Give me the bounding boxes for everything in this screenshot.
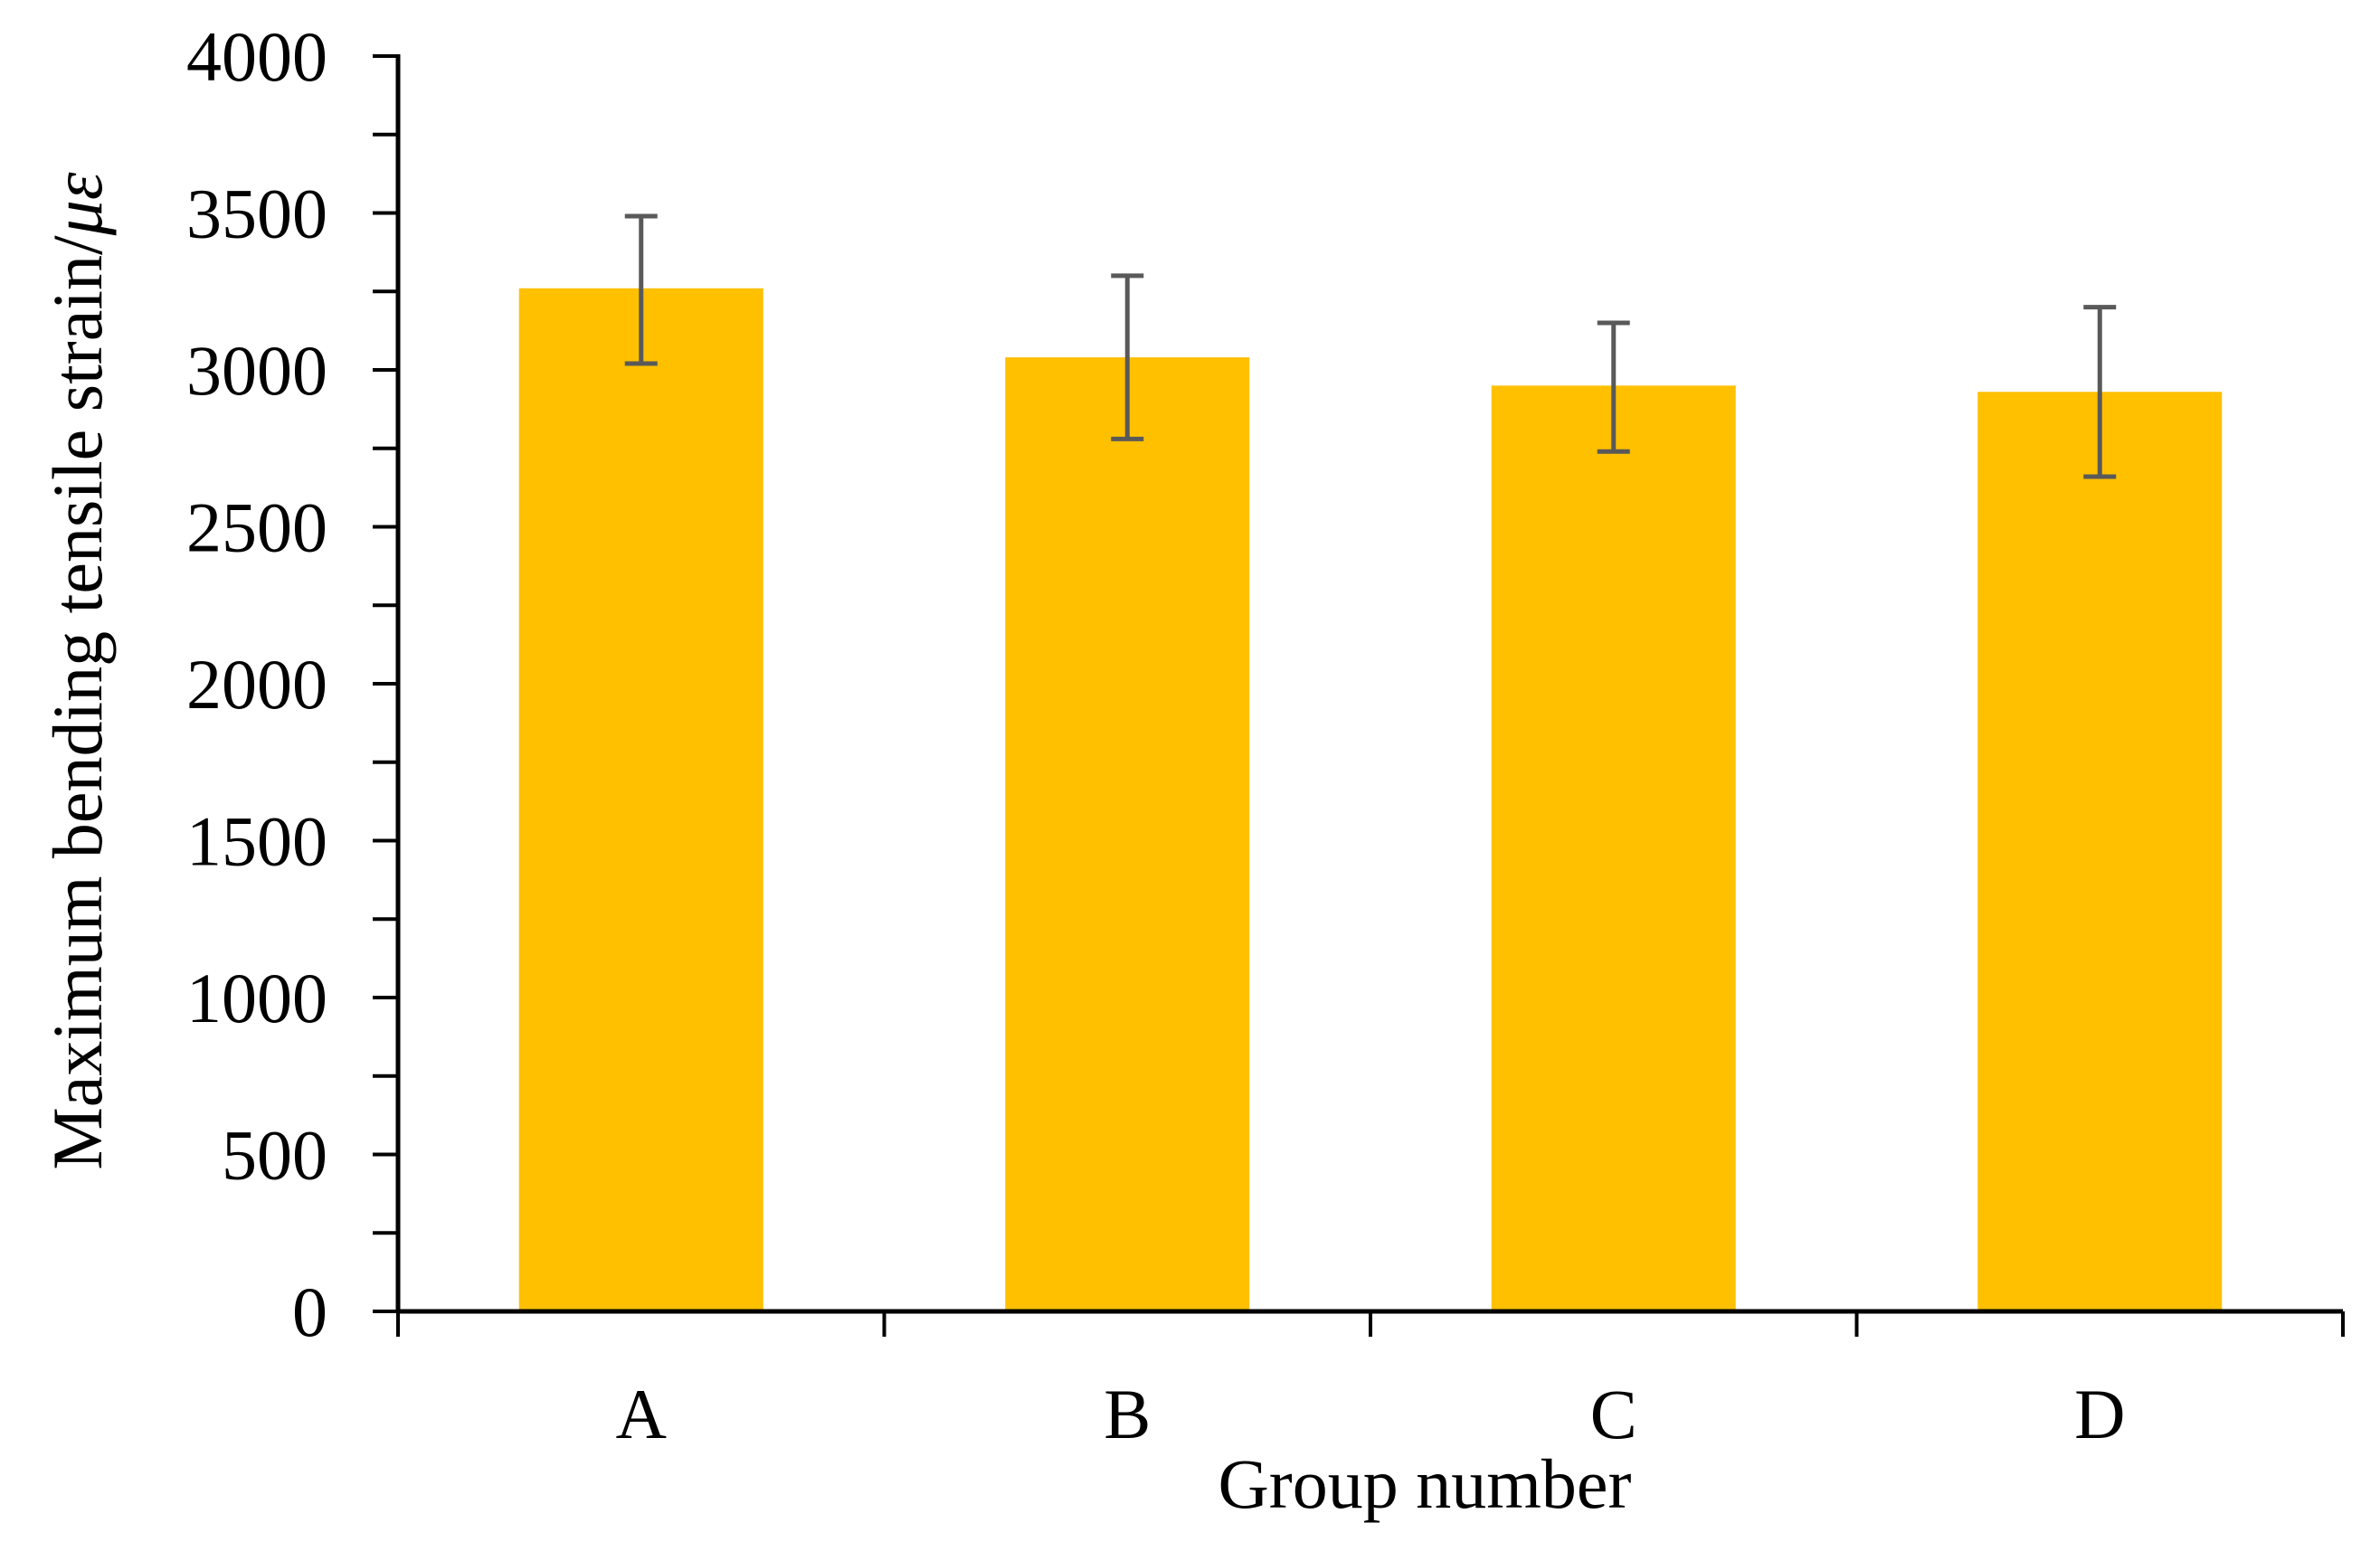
- bar-A: [518, 288, 763, 1311]
- bar-B: [1005, 357, 1250, 1311]
- y-axis-title-main: Maximum bending tensile strain/: [38, 235, 117, 1170]
- x-tick-label-C: C: [1590, 1375, 1637, 1453]
- x-ticks-group: A B C D: [396, 1311, 2345, 1453]
- y-tick-label: 2000: [186, 645, 327, 724]
- y-axis-title: Maximum bending tensile strain/με: [38, 172, 117, 1170]
- y-tick-label: 3500: [186, 175, 327, 253]
- y-ticks-group: 0 500 1000 1500 2000 2500 3000 3500 4000: [186, 17, 398, 1351]
- y-tick-label: 0: [292, 1272, 327, 1351]
- y-tick-label: 4000: [186, 17, 327, 96]
- x-tick-label-B: B: [1104, 1375, 1151, 1453]
- x-tick-label-D: D: [2074, 1375, 2125, 1453]
- y-tick-label: 3000: [186, 331, 327, 410]
- y-tick-label: 2500: [186, 488, 327, 567]
- x-tick-label-A: A: [616, 1375, 667, 1453]
- error-bars-group: [624, 213, 2117, 479]
- x-axis-title: Group number: [1218, 1444, 1631, 1523]
- y-tick-label: 500: [222, 1116, 327, 1195]
- bar-D: [1977, 392, 2223, 1311]
- y-tick-label: 1000: [186, 959, 327, 1037]
- y-tick-label: 1500: [186, 802, 327, 881]
- bar-C: [1491, 385, 1736, 1312]
- bars-group: [518, 288, 2223, 1312]
- y-axis-title-unit: με: [38, 172, 117, 236]
